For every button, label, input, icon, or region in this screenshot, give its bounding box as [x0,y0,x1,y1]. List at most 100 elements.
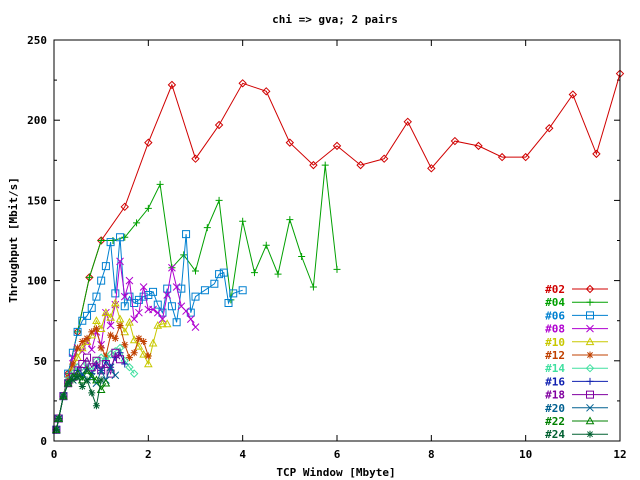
series-08-point [191,323,200,331]
series-02-point [167,80,177,90]
series-10-point [158,319,167,328]
series-06-point [229,289,238,298]
series-06-point [210,279,219,288]
series-18-point [92,356,101,365]
series-04-point [97,237,105,244]
series-18-point [116,355,125,364]
y-tick-label: 50 [34,355,47,368]
x-axis-label: TCP Window [Mbyte] [276,466,395,479]
legend-10-marker [585,337,595,346]
series-10-point [110,298,120,307]
series-04-point [333,265,341,273]
series-08-point [130,315,139,323]
legend-04-marker [586,298,594,306]
series-04-point [286,216,294,224]
series-04-point [274,270,282,278]
legend-10-label: #10 [545,336,565,349]
series-04-point [85,273,93,281]
legend-04-label: #04 [545,296,565,309]
series-22-point [87,372,97,381]
series-02-point [356,160,365,170]
series-06-point [182,230,191,239]
series-24-point [59,392,67,400]
x-tick-label: 12 [613,448,626,461]
series-02-point [262,87,271,96]
series-02-point [309,160,318,170]
x-tick-label: 2 [145,448,152,461]
series-06-point [73,327,82,336]
series-14-point [129,369,139,378]
y-tick-label: 0 [40,435,47,448]
series-06-point [153,300,162,309]
series-20-point [97,366,106,375]
series-24-point [92,402,100,410]
series-20-point [106,363,115,372]
series-02-point [450,136,460,146]
legend-14-label: #14 [545,362,565,375]
y-tick-label: 150 [27,194,47,207]
series-04-point [203,224,211,232]
series-08-point [125,276,134,285]
series-12-point [88,328,96,336]
legend-22-marker [585,416,595,425]
series-24-point [69,376,77,384]
series-16-point [121,360,129,368]
x-tick-label: 10 [519,448,532,461]
x-tick-label: 4 [239,448,246,461]
series-10-point [129,335,139,344]
series-04-point [156,180,164,188]
series-06-point [200,286,209,295]
legend-16-label: #16 [545,375,565,388]
series-10-point [106,312,115,321]
series-02-point [592,149,601,159]
series-04-point [298,253,306,261]
series-08-point [182,307,190,315]
series-12-point [97,344,105,352]
series-04-point [262,241,270,249]
series-06-point [149,287,158,296]
series-24-point [97,376,105,384]
series-06-point [92,292,101,301]
series-02-point [427,164,436,173]
series-06-point [83,311,92,320]
chart-title: chi => gva; 2 pairs [272,13,398,26]
series-12-point [135,334,143,342]
series-12-point [83,334,91,342]
series-08-point [168,263,176,272]
series-12-point [111,334,119,342]
legend-14-marker [585,363,595,373]
series-18-point [111,348,120,357]
series-02-point [191,154,200,163]
series-10-point [143,359,153,368]
series-02-point [403,117,412,127]
series-08-point [163,291,172,299]
series-18-point [83,353,92,362]
series-02-point [568,90,578,99]
series-02-point [497,152,507,162]
legend-02-label: #02 [545,283,565,296]
series-04-point [309,283,317,291]
series-06-point [219,268,228,277]
series-06-point [191,292,200,301]
x-tick-label: 0 [51,448,58,461]
series-12-point [121,341,129,349]
series-24-point [52,426,60,434]
series-12-point [140,338,148,346]
series-08-point [186,315,195,323]
series-06-point [116,233,125,242]
series-08-point [149,305,157,314]
legend-18-label: #18 [545,389,565,402]
series-24-point [78,382,86,390]
series-10-point [92,316,101,324]
y-axis-label: Throughput [Mbit/s] [7,177,20,303]
legend-18-marker [586,390,594,399]
series-10-point [139,349,148,358]
series-14-point [125,363,134,372]
series-04-point [144,204,152,212]
legend-24-marker [586,430,594,438]
series-02-point [379,154,389,163]
series-08-point [139,283,148,291]
series-10-point [73,353,82,361]
y-tick-label: 200 [27,114,47,127]
